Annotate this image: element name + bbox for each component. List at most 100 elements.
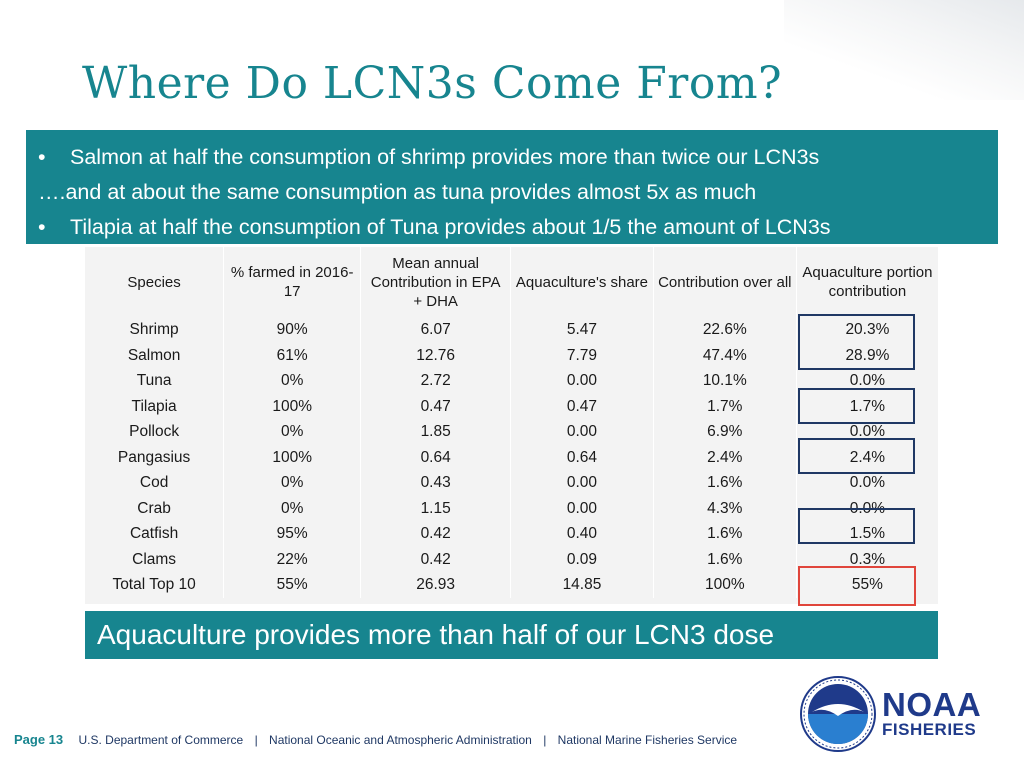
table-cell: Salmon (85, 342, 225, 368)
table-cell: 100% (653, 572, 797, 598)
table-cell: Total Top 10 (85, 572, 225, 598)
bullet-line: ….and at about the same consumption as t… (38, 175, 998, 210)
table-cell: 0.64 (360, 444, 512, 470)
table-cell: 0.00 (510, 470, 654, 496)
highlight-box-catfish (798, 508, 915, 544)
table-cell: Crab (85, 495, 225, 521)
table-cell: 2.72 (360, 368, 512, 394)
bullet-box: • Salmon at half the consumption of shrim… (26, 130, 998, 244)
fisheries-logo-text: FISHERIES (882, 720, 977, 739)
table-cell: Pollock (85, 419, 225, 445)
highlight-box-pangasius (798, 438, 915, 474)
table-cell: 100% (223, 393, 362, 419)
footer: Page 13 U.S. Department of Commerce | Na… (14, 732, 737, 747)
table-cell: 0% (223, 419, 362, 445)
footer-dept: U.S. Department of Commerce (78, 733, 244, 747)
table-row: Total Top 10 55% 26.93 14.85 100% 55% (85, 572, 938, 598)
table-cell: 20.3% (845, 321, 890, 338)
table-cell: 0.3% (849, 550, 886, 568)
table-cell: 0.47 (360, 393, 512, 419)
bullet-line: • Tilapia at half the consumption of Tuna… (38, 210, 998, 245)
col-header: % farmed in 2016-17 (223, 247, 362, 317)
table-cell: 14.85 (510, 572, 654, 598)
col-header: Mean annual Contribution in EPA + DHA (360, 247, 512, 317)
table-cell: 1.7% (849, 397, 886, 415)
table-header-row: Species % farmed in 2016-17 Mean annual … (85, 247, 938, 317)
table-cell: 90% (223, 317, 362, 343)
table-cell: 1.6% (653, 470, 797, 496)
table-cell: 1.5% (849, 525, 886, 542)
lcn3-table: Species % farmed in 2016-17 Mean annual … (85, 247, 938, 598)
table-cell: 28.9% (845, 346, 890, 364)
highlight-box-shrimp-salmon (798, 314, 915, 370)
table-cell: 0.42 (360, 546, 512, 572)
table-cell: 0% (223, 470, 362, 496)
table-cell: Pangasius (85, 444, 225, 470)
table-cell: 55% (223, 572, 362, 598)
table-cell: Cod (85, 470, 225, 496)
col-header: Contribution over all (653, 247, 797, 317)
table-cell: Tilapia (85, 393, 225, 419)
table-cell: 0.40 (510, 521, 654, 547)
bullet-line: • Salmon at half the consumption of shrim… (38, 140, 998, 175)
highlight-box-total (798, 566, 916, 606)
table-cell: 1.85 (360, 419, 512, 445)
table-cell: 0.0% (849, 474, 886, 491)
table-cell: 0.00 (510, 495, 654, 521)
noaa-emblem-icon (800, 676, 876, 752)
table-cell: 5.47 (510, 317, 654, 343)
footer-separator: | (254, 733, 258, 747)
table-cell: 0.0% (849, 372, 886, 389)
table-cell: 0.47 (510, 393, 654, 419)
table-cell: 0% (223, 368, 362, 394)
table-cell: Tuna (85, 368, 225, 394)
table-cell: 1.7% (653, 393, 797, 419)
table-cell: 95% (223, 521, 362, 547)
table-cell: 100% (223, 444, 362, 470)
bullet-dot: • (38, 215, 46, 239)
table-cell: 2.4% (849, 448, 886, 466)
col-header: Aquaculture portion contribution (802, 264, 933, 300)
table-row: Pollock 0% 1.85 0.00 6.9% 0.0% (85, 419, 938, 445)
table-cell: 55% (851, 576, 883, 593)
table-cell: 0% (223, 495, 362, 521)
table-row: Tilapia 100% 0.47 0.47 1.7% 1.7% (85, 393, 938, 419)
table-row: Catfish 95% 0.42 0.40 1.6% 1.5% (85, 521, 938, 547)
table-body: Shrimp 90% 6.07 5.47 22.6% 20.3% Salmon 61% 12.7… (85, 317, 938, 598)
table-cell: 6.9% (653, 419, 797, 445)
table-cell: Clams (85, 546, 225, 572)
table-row: Salmon 61% 12.76 7.79 47.4% 28.9% (85, 342, 938, 368)
table-row: Shrimp 90% 6.07 5.47 22.6% 20.3% (85, 317, 938, 343)
table-cell: 1.6% (653, 546, 797, 572)
table-cell: 0.42 (360, 521, 512, 547)
table-cell: Catfish (85, 521, 225, 547)
table-cell: 10.1% (653, 368, 797, 394)
table-row: Crab 0% 1.15 0.00 4.3% 0.0% (85, 495, 938, 521)
table-cell: 0.43 (360, 470, 512, 496)
bullet-dot: • (38, 145, 46, 169)
table-cell: 2.4% (653, 444, 797, 470)
table-row: Pangasius 100% 0.64 0.64 2.4% 2.4% (85, 444, 938, 470)
bullet-text: Salmon at half the consumption of shrimp… (70, 145, 820, 169)
bullet-text: Tilapia at half the consumption of Tuna … (70, 215, 831, 239)
table-cell: 26.93 (360, 572, 512, 598)
table-row: Clams 22% 0.42 0.09 1.6% 0.3% (85, 546, 938, 572)
table-cell: 12.76 (360, 342, 512, 368)
table-cell: 0.09 (510, 546, 654, 572)
slide-title: Where Do LCN3s Come From? (82, 58, 783, 109)
bullet-text: ….and at about the same consumption as t… (38, 180, 757, 204)
table-cell: 0.00 (510, 419, 654, 445)
table-cell: 0.64 (510, 444, 654, 470)
noaa-logo-text: NOAA (882, 686, 982, 723)
footer-agency: National Oceanic and Atmospheric Adminis… (269, 733, 532, 747)
highlight-box-tilapia (798, 388, 915, 424)
table-cell: 0.0% (849, 423, 886, 440)
table-cell: 1.6% (653, 521, 797, 547)
table-row: Tuna 0% 2.72 0.00 10.1% 0.0% (85, 368, 938, 394)
table-cell: 22% (223, 546, 362, 572)
footer-service: National Marine Fisheries Service (557, 733, 738, 747)
table-cell: 1.15 (360, 495, 512, 521)
footer-separator: | (543, 733, 547, 747)
col-header: Species (85, 247, 225, 317)
data-table-container: Species % farmed in 2016-17 Mean annual … (85, 247, 938, 606)
